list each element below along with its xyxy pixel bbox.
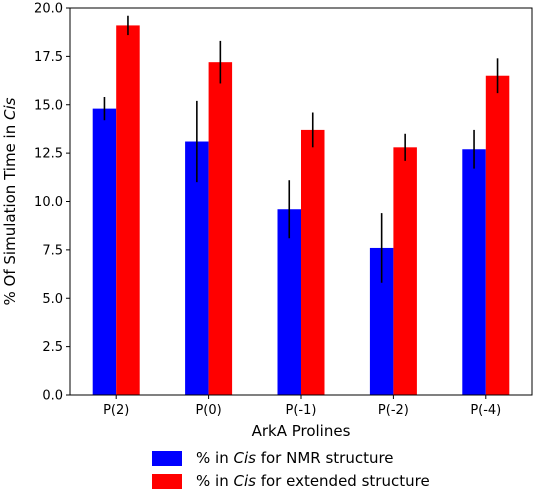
legend-label-extended-suffix: for extended structure bbox=[256, 472, 430, 490]
x-axis-ticks: P(2) P(0) P(-1) P(-2) P(-4) bbox=[103, 395, 501, 418]
y-axis-label: % Of Simulation Time in Cis bbox=[1, 97, 19, 305]
bars-group bbox=[92, 25, 510, 396]
bar-nmr-4 bbox=[462, 149, 486, 395]
bar-nmr-1 bbox=[185, 141, 209, 395]
legend-label-extended: % in Cis for extended structure bbox=[196, 472, 430, 490]
y-tick-label-3: 7.5 bbox=[42, 243, 63, 258]
y-axis-ticks: 0.0 2.5 5.0 7.5 10.0 12.5 15.0 17.5 20.0 bbox=[34, 2, 70, 404]
x-tick-label-4: P(-4) bbox=[470, 403, 501, 418]
y-tick-label-4: 10.0 bbox=[34, 195, 63, 210]
x-axis-label: ArkA Prolines bbox=[252, 422, 351, 440]
y-tick-label-7: 17.5 bbox=[34, 50, 63, 65]
y-tick-label-6: 15.0 bbox=[34, 98, 63, 113]
bar-nmr-2 bbox=[277, 209, 301, 395]
x-tick-label-1: P(0) bbox=[195, 403, 221, 418]
x-tick-label-3: P(-2) bbox=[378, 403, 409, 418]
bar-nmr-0 bbox=[92, 108, 117, 396]
legend-label-nmr-prefix: % in bbox=[196, 449, 233, 467]
bar-extended-2 bbox=[301, 129, 325, 395]
legend-label-nmr-italic: Cis bbox=[233, 449, 256, 467]
bar-extended-0 bbox=[116, 25, 140, 395]
y-tick-label-5: 12.5 bbox=[34, 147, 63, 162]
legend-label-nmr: % in Cis for NMR structure bbox=[196, 449, 394, 467]
legend-swatch-extended bbox=[152, 474, 182, 489]
y-tick-label-8: 20.0 bbox=[34, 2, 63, 17]
x-tick-label-2: P(-1) bbox=[286, 403, 317, 418]
x-tick-label-0: P(2) bbox=[103, 403, 129, 418]
y-tick-label-1: 2.5 bbox=[42, 340, 63, 355]
legend: % in Cis for NMR structure % in Cis for … bbox=[152, 449, 430, 490]
y-tick-label-0: 0.0 bbox=[42, 389, 63, 404]
y-tick-label-2: 5.0 bbox=[42, 292, 63, 307]
bar-extended-3 bbox=[393, 147, 417, 395]
bar-nmr-3 bbox=[369, 247, 394, 395]
legend-label-nmr-suffix: for NMR structure bbox=[256, 449, 394, 467]
bar-extended-4 bbox=[485, 75, 510, 395]
legend-swatch-nmr bbox=[152, 451, 182, 466]
legend-label-extended-prefix: % in bbox=[196, 472, 233, 490]
y-axis-label-text: % Of Simulation Time in bbox=[1, 120, 19, 305]
error-bars-group bbox=[103, 15, 499, 283]
legend-label-extended-italic: Cis bbox=[233, 472, 256, 490]
y-axis-label-italic: Cis bbox=[1, 97, 19, 120]
bar-extended-1 bbox=[208, 62, 233, 396]
